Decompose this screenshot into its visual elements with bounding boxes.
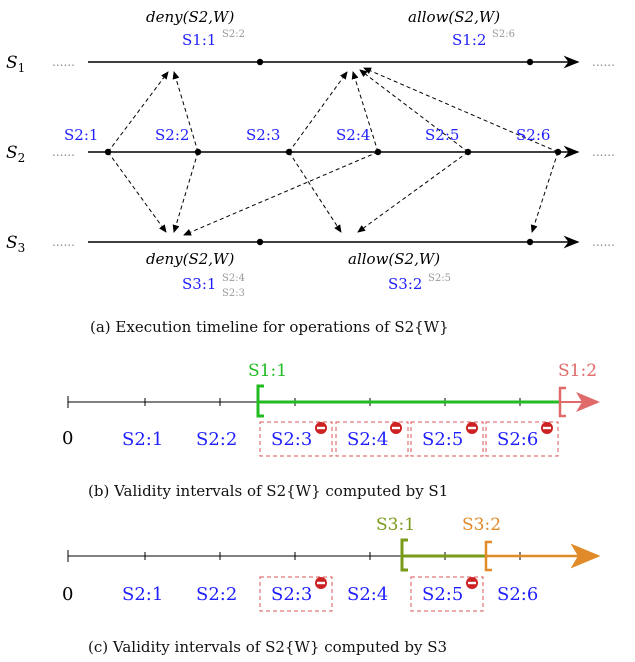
no-entry-icon: [466, 422, 478, 434]
revoke-icons-b: [315, 422, 553, 434]
no-entry-icon: [315, 577, 327, 589]
op-allow-s1-sup: S2:6: [492, 29, 515, 40]
op-allow-s1: allow(S2,W): [408, 8, 500, 26]
interval-s3-start-label: S3:1: [376, 515, 415, 535]
s2-event-labels: S2:1 S2:2 S2:3 S2:4 S2:5 S2:6: [64, 126, 550, 144]
caption-b: (b) Validity intervals of S2{W} computed…: [88, 482, 448, 500]
interval-s1-start-bracket: [256, 384, 264, 418]
s2-event-3: S2:3: [246, 126, 280, 144]
server-label-s1: S1: [6, 53, 25, 75]
c-event-5: S2:5: [422, 584, 463, 605]
b-event-5: S2:5: [422, 429, 463, 450]
op-deny-s1-tag: S1:1: [182, 31, 216, 49]
c-event-2: S2:2: [196, 584, 237, 605]
no-entry-icon: [466, 577, 478, 589]
op-allow-s3-tag: S3:2: [388, 275, 422, 293]
ellipsis-right-s3: ......: [592, 235, 615, 249]
execution-timeline: S1 S2 S3 ...... ...... ...... ...... ...…: [6, 8, 615, 336]
op-deny-s3-tag: S3:1: [182, 275, 216, 293]
op-deny-s3: deny(S2,W): [146, 250, 234, 268]
server-label-s3: S3: [6, 233, 25, 255]
c-event-4: S2:4: [347, 584, 388, 605]
interval-s1-end-bracket: [558, 386, 566, 418]
interval-s1-end-label: S1:2: [558, 361, 597, 381]
c-event-6: S2:6: [497, 584, 538, 605]
origin-c: 0: [62, 584, 73, 605]
op-deny-s3-sup2: S2:3: [222, 288, 245, 299]
caption-a: (a) Execution timeline for operations of…: [90, 318, 449, 336]
op-deny-s3-sup1: S2:4: [222, 273, 245, 284]
server-label-s2: S2: [6, 143, 25, 165]
op-deny-s1: deny(S2,W): [146, 8, 234, 26]
ellipsis-left-s1: ......: [52, 55, 75, 69]
s2-event-5: S2:5: [425, 126, 459, 144]
ellipsis-left-s3: ......: [52, 235, 75, 249]
s2-event-4: S2:4: [336, 126, 370, 144]
interval-s3-start-bracket: [400, 538, 408, 572]
caption-c: (c) Validity intervals of S2{W} computed…: [88, 638, 447, 656]
validity-intervals-s1: S1:1 S1:2 0 S2:1 S2:2 S2:3 S2:4 S2:5 S2:…: [62, 361, 600, 500]
c-event-3: S2:3: [271, 584, 312, 605]
s2-event-6: S2:6: [516, 126, 550, 144]
s2-event-1: S2:1: [64, 126, 98, 144]
op-deny-s1-sup: S2:2: [222, 29, 245, 40]
op-allow-s3: allow(S2,W): [348, 250, 440, 268]
op-allow-s3-sup: S2:5: [428, 273, 451, 284]
message-arrows: [107, 67, 559, 236]
no-entry-icon: [541, 422, 553, 434]
origin-b: 0: [62, 428, 73, 449]
ellipsis-right-s1: ......: [592, 55, 615, 69]
interval-s1-start-label: S1:1: [248, 361, 287, 381]
revoke-icons-c: [315, 577, 478, 589]
no-entry-icon: [315, 422, 327, 434]
b-event-2: S2:2: [196, 429, 237, 450]
interval-s3-end-label: S3:2: [462, 515, 501, 535]
b-event-3: S2:3: [271, 429, 312, 450]
ellipsis-right-s2: ......: [592, 145, 615, 159]
interval-s3-end-bracket: [484, 540, 492, 572]
b-event-4: S2:4: [347, 429, 388, 450]
validity-intervals-s3: S3:1 S3:2 0 S2:1 S2:2 S2:3 S2:4 S2:5 S2:…: [62, 515, 601, 656]
op-allow-s1-tag: S1:2: [452, 31, 486, 49]
s2-event-2: S2:2: [155, 126, 189, 144]
c-event-1: S2:1: [122, 584, 163, 605]
b-event-1: S2:1: [122, 429, 163, 450]
b-event-6: S2:6: [497, 429, 538, 450]
ellipsis-left-s2: ......: [52, 145, 75, 159]
no-entry-icon: [390, 422, 402, 434]
